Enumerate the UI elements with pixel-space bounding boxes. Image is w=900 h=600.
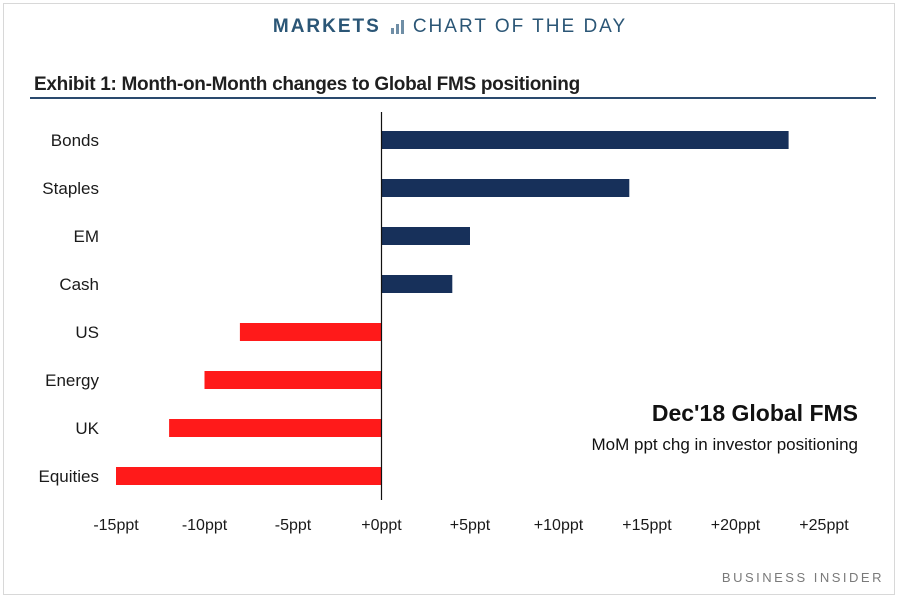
footer-logo[interactable]: BUSINESS INSIDER [721,570,884,585]
page-border [3,3,895,595]
bar-us [239,323,382,341]
x-tick-label: +25ppt [799,517,849,534]
bar-uk [169,419,382,437]
category-label-us: US [75,323,99,342]
title-rule [30,97,876,99]
header-brand[interactable]: MARKETS [272,16,381,37]
category-label-uk: UK [75,419,99,438]
header-section[interactable]: CHART OF THE DAY [412,16,628,37]
category-label-staples: Staples [42,179,99,198]
x-tick-label: +0ppt [361,517,402,534]
x-tick-label: +10ppt [534,517,584,534]
annotation-title: Dec'18 Global FMS [652,400,858,426]
header: MARKETS CHART OF THE DAY [0,14,900,40]
category-label-energy: Energy [45,371,99,390]
category-label-em: EM [74,227,100,246]
category-label-bonds: Bonds [51,131,99,150]
bar-cash [381,275,453,293]
category-label-equities: Equities [39,467,99,486]
x-tick-label: -15ppt [93,517,139,534]
exhibit-title: Exhibit 1: Month-on-Month changes to Glo… [34,74,580,95]
bar-em [381,227,470,245]
bar-staples [381,179,630,197]
x-tick-label: +20ppt [711,517,761,534]
x-tick-label: -10ppt [182,517,228,534]
bar-chart-icon [390,20,404,34]
bar-equities [116,467,382,485]
x-tick-label: -5ppt [275,517,312,534]
bar-bonds [381,131,789,149]
x-tick-label: +5ppt [450,517,491,534]
category-label-cash: Cash [59,275,99,294]
x-tick-label: +15ppt [622,517,672,534]
bar-energy [204,371,382,389]
annotation-subtitle: MoM ppt chg in investor positioning [592,435,858,454]
